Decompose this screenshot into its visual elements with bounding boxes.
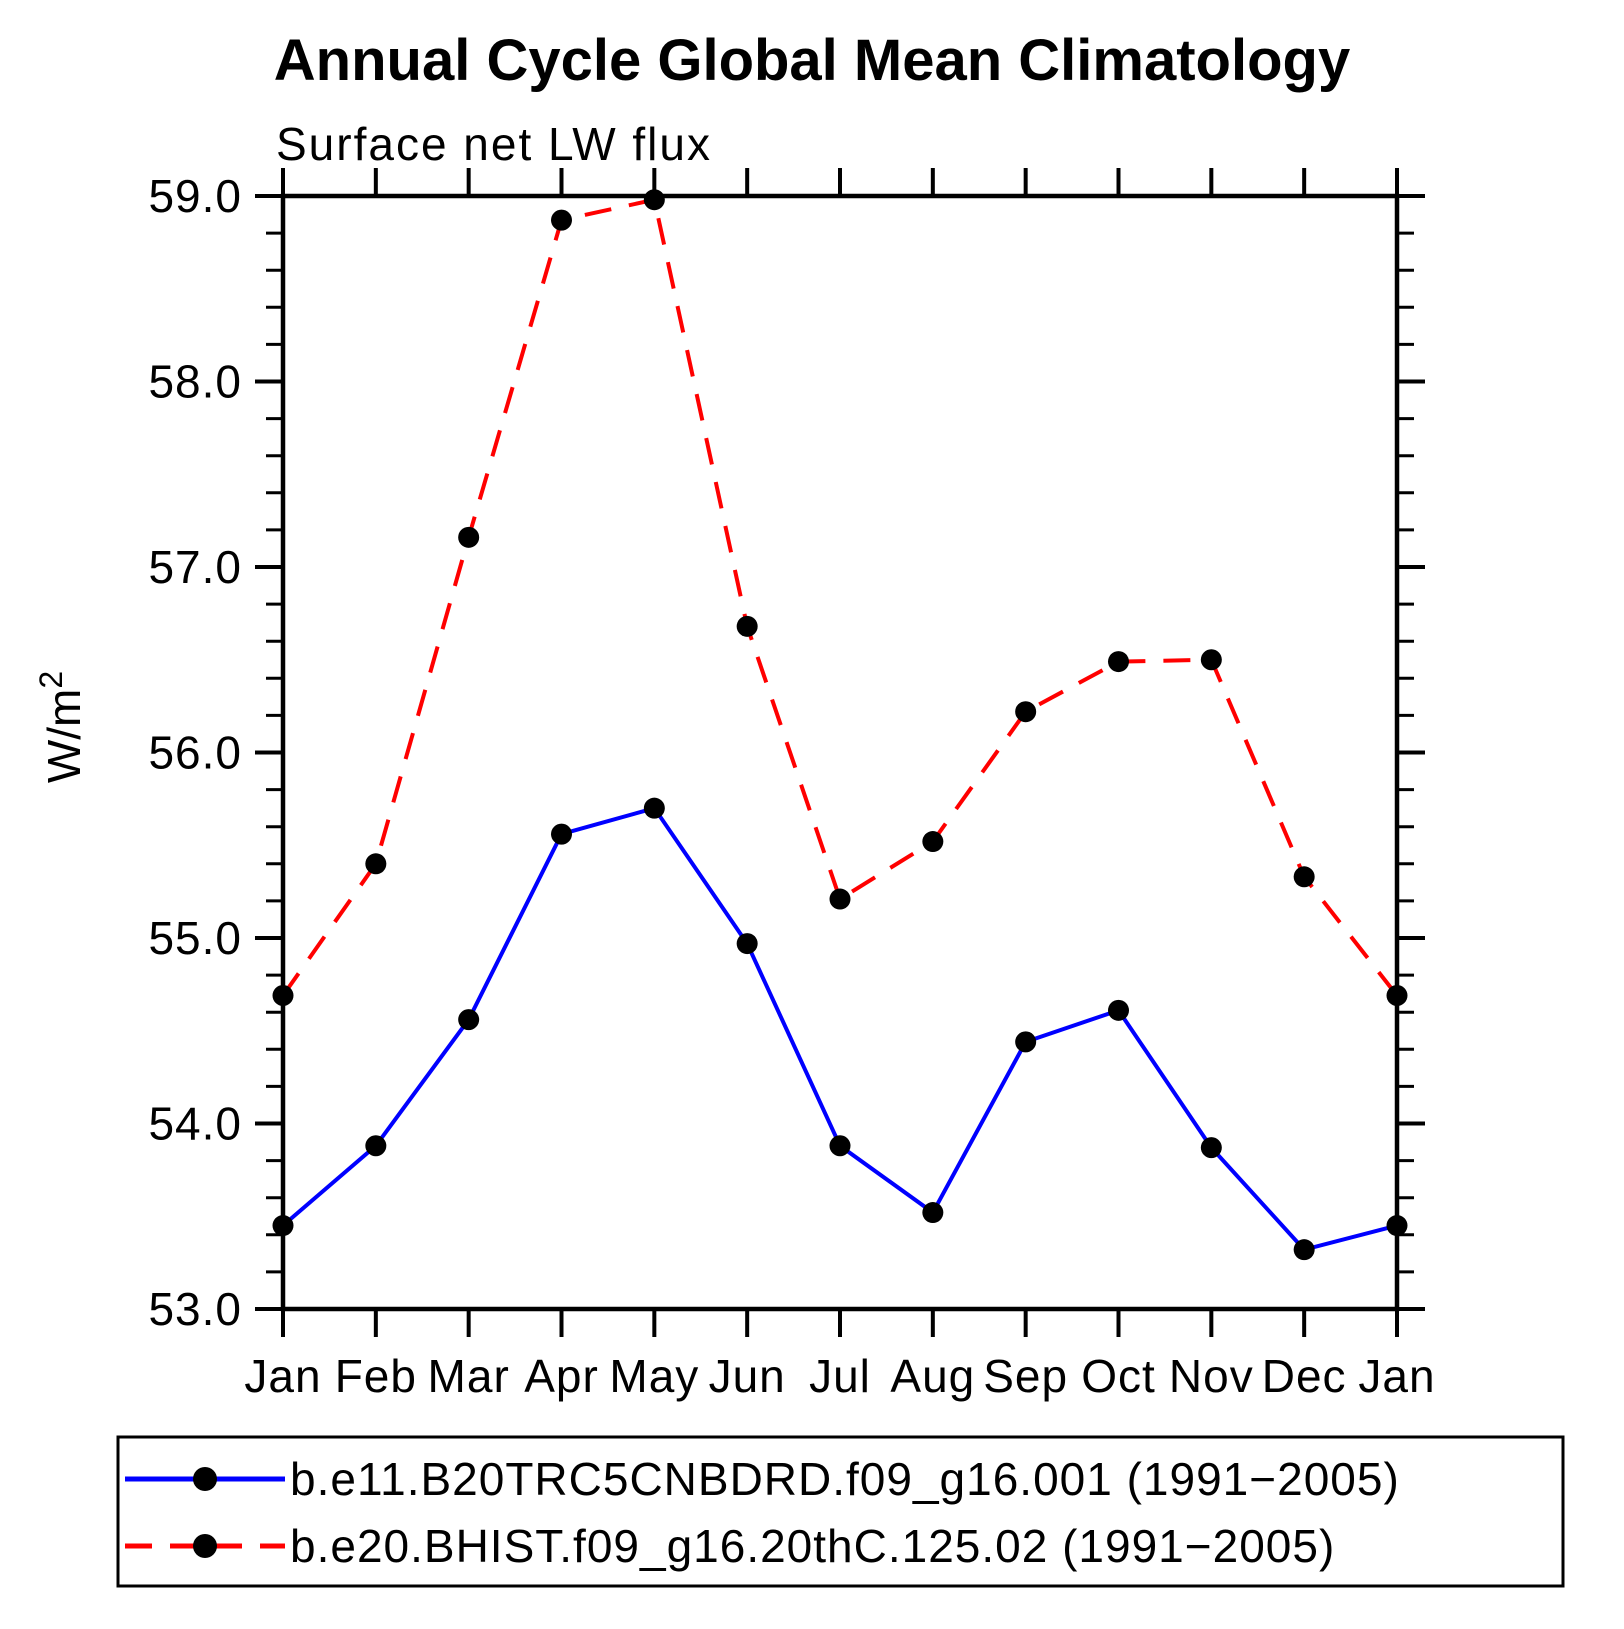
- series-solid-blue: [272, 797, 1408, 1261]
- legend-entry-solid: b.e11.B20TRC5CNBDRD.f09_g16.001 (1991−20…: [125, 1453, 1400, 1505]
- x-tick-label: Aug: [890, 1350, 975, 1402]
- data-point-marker: [1386, 985, 1408, 1007]
- legend-marker-circle: [193, 1534, 217, 1558]
- y-tick-label: 57.0: [148, 541, 242, 593]
- data-point-marker: [643, 189, 665, 211]
- data-point-marker: [922, 831, 944, 853]
- data-point-marker: [829, 888, 851, 910]
- y-tick-label: 54.0: [148, 1098, 242, 1150]
- data-point-marker: [1200, 1137, 1222, 1159]
- legend-label-series2: b.e20.BHIST.f09_g16.20thC.125.02 (1991−2…: [290, 1520, 1335, 1572]
- data-point-marker: [1015, 1031, 1037, 1053]
- data-point-marker: [829, 1135, 851, 1157]
- data-point-marker: [736, 933, 758, 955]
- data-point-marker: [1015, 701, 1037, 723]
- data-point-marker: [1200, 649, 1222, 671]
- data-point-marker: [458, 1009, 480, 1031]
- y-tick-label: 59.0: [148, 170, 242, 222]
- x-tick-label: Dec: [1262, 1350, 1347, 1402]
- data-point-marker: [643, 797, 665, 819]
- x-tick-label: Mar: [428, 1350, 510, 1402]
- y-axis-unit-label: W/m2: [33, 671, 90, 783]
- x-tick-label: Apr: [524, 1350, 599, 1402]
- x-tick-label: Sep: [983, 1350, 1068, 1402]
- legend: b.e11.B20TRC5CNBDRD.f09_g16.001 (1991−20…: [116, 1435, 1565, 1588]
- x-tick-label: Feb: [335, 1350, 417, 1402]
- y-tick-labels: 53.0 54.0 55.0 56.0 57.0 58.0 59.0: [148, 170, 242, 1335]
- data-point-marker: [365, 1135, 387, 1157]
- y-tick-label: 55.0: [148, 912, 242, 964]
- data-point-marker: [736, 615, 758, 637]
- data-point-marker: [1293, 866, 1315, 888]
- data-point-marker: [272, 1215, 294, 1237]
- data-point-marker: [1108, 651, 1129, 673]
- data-point-marker: [365, 853, 387, 875]
- x-tick-label: Jun: [709, 1350, 786, 1402]
- y-tick-label: 53.0: [148, 1283, 242, 1335]
- x-tick-label: Nov: [1169, 1350, 1254, 1402]
- legend-marker-circle: [193, 1467, 217, 1491]
- axis-ticks: [255, 168, 1425, 1337]
- legend-box: [116, 1435, 1565, 1588]
- x-tick-label: Jan: [244, 1350, 321, 1402]
- x-tick-label: May: [609, 1350, 699, 1402]
- x-tick-labels: Jan Feb Mar Apr May Jun Jul Aug Sep Oct Nov Dec Jan: [244, 1350, 1435, 1402]
- data-point-marker: [1108, 999, 1129, 1021]
- y-tick-label: 58.0: [148, 356, 242, 408]
- x-tick-label: Oct: [1081, 1350, 1156, 1402]
- data-point-marker: [458, 526, 480, 548]
- x-tick-label: Jan: [1358, 1350, 1435, 1402]
- chart-subtitle: Surface net LW flux: [276, 118, 712, 170]
- data-series: [272, 189, 1408, 1261]
- legend-label-series1: b.e11.B20TRC5CNBDRD.f09_g16.001 (1991−20…: [290, 1453, 1400, 1505]
- data-point-marker: [551, 823, 572, 845]
- y-axis-unit-exponent: 2: [33, 671, 69, 689]
- y-tick-label: 56.0: [148, 727, 242, 779]
- data-point-marker: [1293, 1239, 1315, 1261]
- data-point-marker: [1386, 1215, 1408, 1237]
- data-point-marker: [922, 1202, 944, 1224]
- series-dashed-red: [272, 189, 1408, 1007]
- data-point-marker: [551, 209, 572, 231]
- chart-title: Annual Cycle Global Mean Climatology: [274, 28, 1350, 93]
- x-tick-label: Jul: [809, 1350, 871, 1402]
- legend-entry-dashed: b.e20.BHIST.f09_g16.20thC.125.02 (1991−2…: [125, 1520, 1335, 1572]
- y-axis-unit-base: W/m: [38, 689, 90, 784]
- data-point-marker: [272, 985, 294, 1007]
